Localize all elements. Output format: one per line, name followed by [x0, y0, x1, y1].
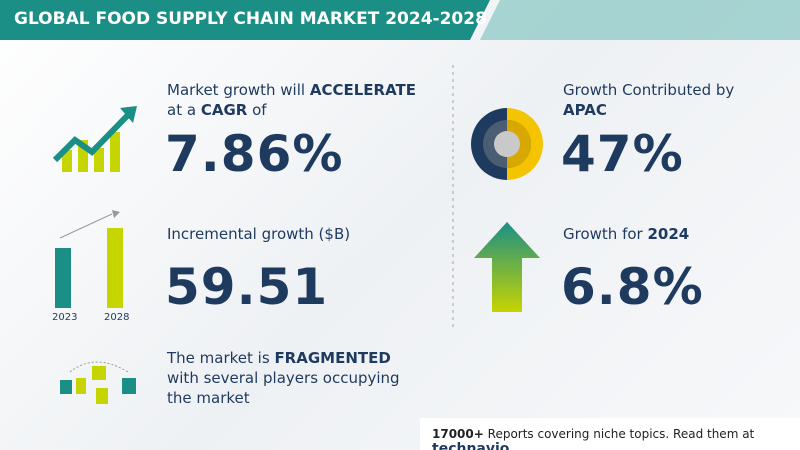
text: at a [167, 101, 197, 119]
donut-icon [471, 108, 543, 180]
panel-lead: Incremental growth ($B) [167, 225, 351, 243]
text: with several players occupying the marke… [167, 369, 400, 407]
text: APAC [563, 101, 607, 119]
text: Growth for [563, 225, 643, 243]
panel-lead: Market growth will ACCELERATE at a CAGR … [167, 80, 416, 120]
text: The market is [167, 349, 270, 367]
text: Growth Contributed by [563, 81, 735, 99]
text: CAGR [200, 101, 248, 119]
footer-text: Reports covering niche topics. Read them… [487, 427, 755, 441]
text: ACCELERATE [309, 81, 416, 99]
icon-label: 2023 [52, 312, 78, 323]
text: Market growth will [167, 81, 306, 99]
value: 47% [561, 125, 684, 183]
value: 59.51 [165, 258, 329, 316]
footer-count: 17000+ [432, 427, 484, 441]
panel-lead: Growth Contributed by APAC [563, 80, 734, 120]
value: 7.86% [165, 125, 344, 183]
footer-band [420, 418, 800, 450]
arrow-icon [474, 222, 540, 312]
text: FRAGMENTED [274, 349, 391, 367]
panel-lead: The market is FRAGMENTED with several pl… [167, 348, 427, 408]
title: GLOBAL FOOD SUPPLY CHAIN MARKET 2024-202… [14, 9, 487, 29]
title-band-tail [480, 0, 800, 40]
growth-icon [52, 106, 137, 172]
text: 2024 [647, 225, 690, 243]
text: of [252, 101, 267, 119]
panel-lead: Growth for 2024 [563, 224, 689, 244]
bars-icon [55, 210, 123, 308]
icon-label: 2028 [104, 312, 130, 323]
brand[interactable]: technavio [432, 441, 510, 450]
value: 6.8% [561, 258, 704, 316]
title-band [0, 0, 490, 40]
fragment-icon [60, 361, 136, 404]
footer: 17000+ Reports covering niche topics. Re… [432, 427, 800, 450]
